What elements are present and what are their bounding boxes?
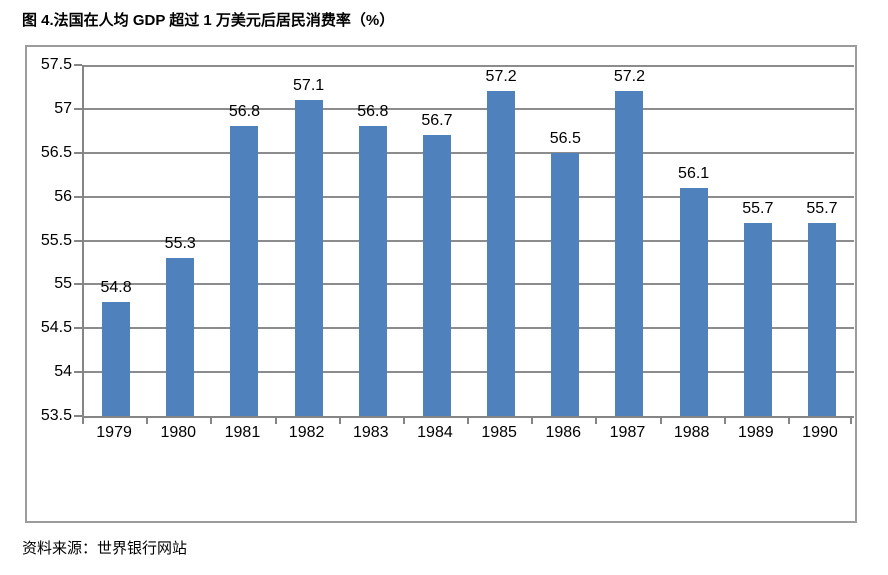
bar-cell: 57.2 <box>469 65 533 416</box>
x-tick-mark <box>338 418 341 424</box>
bar-value-label: 56.8 <box>228 103 260 121</box>
bars-row: 54.8 55.3 56.8 57.1 56.8 56.7 57.2 56.5 57.2 56.1… <box>84 65 854 416</box>
x-label-1983: 1983 <box>352 424 389 441</box>
bar-value-label: 55.3 <box>164 235 196 253</box>
x-tick-mark <box>210 418 213 424</box>
gridline <box>84 371 854 374</box>
x-label-1986: 1986 <box>545 424 582 441</box>
x-label-1980: 1980 <box>160 424 197 441</box>
x-tick-mark <box>659 418 662 424</box>
x-label-1981: 1981 <box>224 424 261 441</box>
bar-value-label: 57.2 <box>485 68 517 86</box>
x-axis-category-labels: 1979 1980 1981 1982 1983 1984 1985 1986 1987 1988… <box>82 424 852 446</box>
bar-1979 <box>102 301 131 416</box>
bar-value-label: 55.7 <box>806 199 838 217</box>
gridline <box>84 327 854 330</box>
y-tick-mark <box>74 151 82 154</box>
bar-cell: 55.3 <box>148 65 212 416</box>
y-tick-label: 56.5 <box>40 143 72 161</box>
x-tick-mark <box>82 418 84 424</box>
x-tick-mark <box>467 418 469 424</box>
gridline <box>84 65 854 67</box>
x-tick-mark <box>402 418 405 424</box>
x-tick-mark <box>146 418 149 424</box>
bar-value-label: 57.1 <box>293 77 325 95</box>
y-tick-mark <box>74 107 82 110</box>
gridline <box>84 151 854 154</box>
bar-cell: 56.5 <box>533 65 597 416</box>
y-axis-tick-labels: 57.5 57 56.5 56 55.5 55 54.5 54 53.5 <box>27 56 72 424</box>
gridline <box>84 195 854 198</box>
x-label-1979: 1979 <box>96 424 132 441</box>
bar-cell: 57.1 <box>277 65 341 416</box>
y-tick-label: 54 <box>54 363 72 381</box>
bar-cell: 55.7 <box>790 65 854 416</box>
x-tick-mark <box>274 418 277 424</box>
gridline <box>84 107 854 110</box>
y-tick-label: 53.5 <box>40 407 72 424</box>
y-tick-label: 55.5 <box>40 231 72 249</box>
y-tick-label: 57.5 <box>40 56 72 73</box>
y-tick-mark <box>74 64 82 66</box>
bar-1985 <box>487 91 516 416</box>
y-tick-label: 55 <box>54 275 72 293</box>
x-label-1984: 1984 <box>417 424 453 441</box>
bar-value-label: 56.1 <box>678 164 710 182</box>
bar-value-label: 55.7 <box>742 199 774 217</box>
bar-1987 <box>615 91 644 416</box>
y-tick-label: 57 <box>54 99 72 117</box>
x-label-1988: 1988 <box>673 424 710 441</box>
bar-1983 <box>358 126 387 416</box>
x-label-1989: 1989 <box>738 424 774 441</box>
gridline <box>84 239 854 242</box>
x-tick-mark <box>595 418 598 424</box>
x-label-1990: 1990 <box>802 424 838 441</box>
y-tick-mark <box>74 195 82 198</box>
bar-value-label: 56.8 <box>357 103 389 121</box>
bar-1986 <box>551 152 580 416</box>
y-tick-label: 54.5 <box>40 319 72 337</box>
y-tick-mark <box>74 371 82 374</box>
y-tick-mark <box>74 415 82 417</box>
x-tick-mark <box>531 418 534 424</box>
gridline <box>84 283 854 286</box>
bar-1980 <box>166 258 195 416</box>
y-tick-mark <box>74 239 82 242</box>
x-label-1985: 1985 <box>481 424 517 441</box>
x-label-1987: 1987 <box>609 424 646 441</box>
bar-cell: 56.8 <box>212 65 276 416</box>
y-tick-mark <box>74 327 82 330</box>
bar-value-label: 56.5 <box>549 129 581 147</box>
plot-area: 54.8 55.3 56.8 57.1 56.8 56.7 57.2 56.5 57.2 56.1… <box>82 65 854 418</box>
bar-cell: 56.1 <box>662 65 726 416</box>
bar-1981 <box>230 126 259 416</box>
x-tick-mark <box>850 418 852 424</box>
chart-title: 图 4.法国在人均 GDP 超过 1 万美元后居民消费率（%） <box>22 12 395 29</box>
y-tick-mark <box>74 283 82 286</box>
x-label-1982: 1982 <box>288 424 325 441</box>
bar-1989 <box>743 222 772 416</box>
bar-cell: 57.2 <box>597 65 661 416</box>
bar-1988 <box>679 187 708 416</box>
bar-1982 <box>294 100 323 416</box>
bar-cell: 56.8 <box>341 65 405 416</box>
bar-1984 <box>422 135 451 416</box>
bar-cell: 54.8 <box>84 65 148 416</box>
x-tick-mark <box>787 418 790 424</box>
bar-value-label: 57.2 <box>613 68 646 86</box>
y-tick-label: 56 <box>54 187 72 205</box>
source-note: 资料来源：世界银行网站 <box>22 540 188 557</box>
bar-value-label: 54.8 <box>100 278 132 296</box>
bar-1990 <box>807 222 836 416</box>
bar-value-label: 56.7 <box>421 112 453 130</box>
x-tick-mark <box>723 418 726 424</box>
bar-cell: 55.7 <box>726 65 790 416</box>
bar-cell: 56.7 <box>405 65 469 416</box>
